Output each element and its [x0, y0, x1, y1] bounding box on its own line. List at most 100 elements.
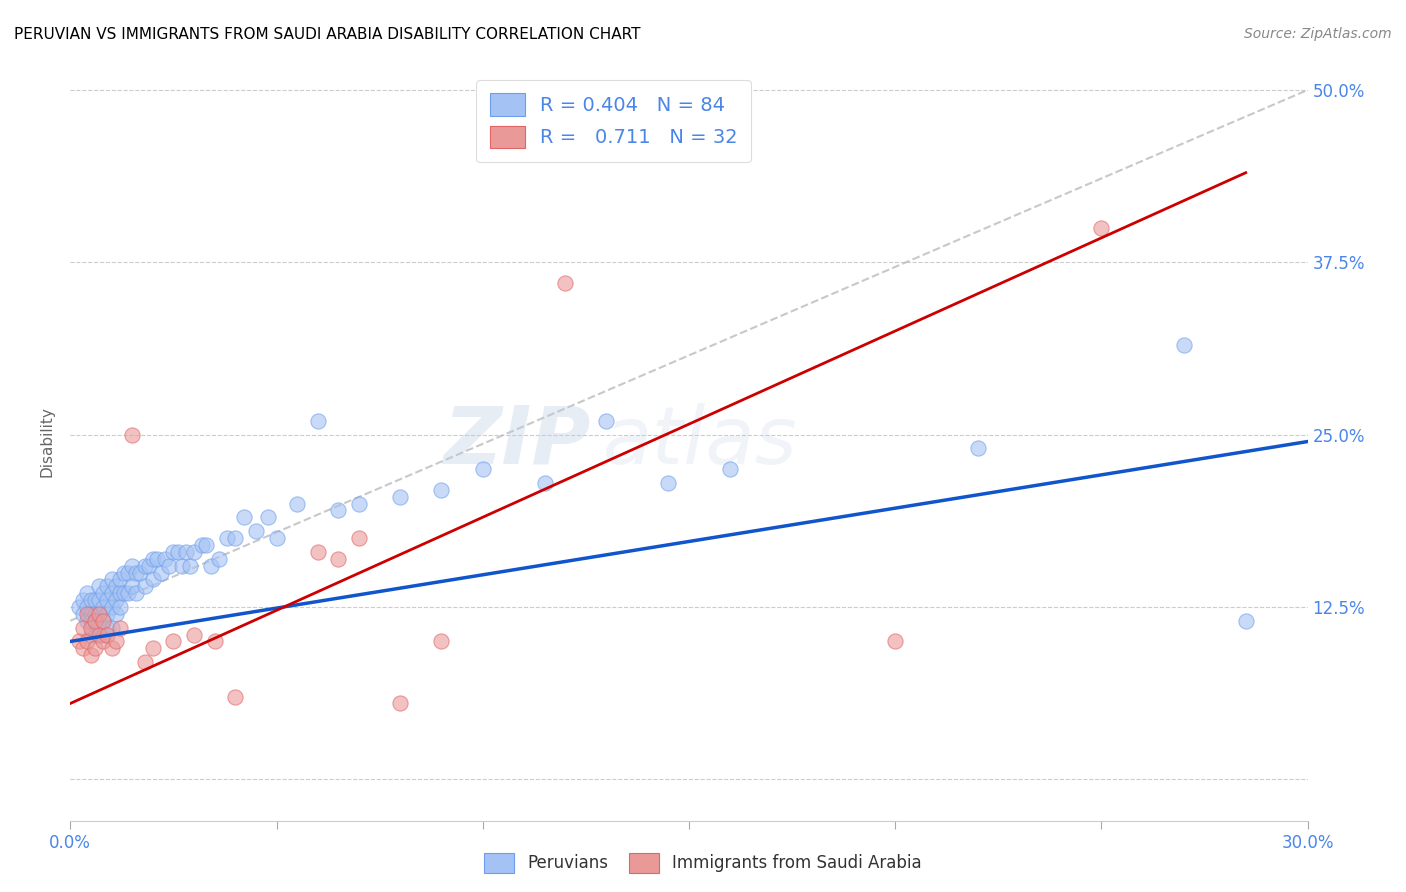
Text: Source: ZipAtlas.com: Source: ZipAtlas.com — [1244, 27, 1392, 41]
Point — [232, 510, 254, 524]
Point — [104, 607, 127, 621]
Point — [174, 545, 197, 559]
Point — [100, 586, 122, 600]
Point — [89, 621, 111, 635]
Point — [89, 579, 111, 593]
Point — [84, 593, 107, 607]
Point — [146, 551, 169, 566]
Point — [285, 497, 308, 511]
Point — [595, 414, 617, 428]
Point — [245, 524, 267, 538]
Point — [150, 566, 173, 580]
Point — [91, 599, 114, 614]
Point — [966, 442, 988, 456]
Point — [91, 586, 114, 600]
Point — [718, 462, 741, 476]
Point — [430, 634, 453, 648]
Point — [96, 627, 118, 641]
Point — [108, 599, 131, 614]
Point — [104, 634, 127, 648]
Point — [200, 558, 222, 573]
Point — [389, 697, 412, 711]
Point — [1234, 614, 1257, 628]
Point — [554, 276, 576, 290]
Point — [72, 593, 94, 607]
Y-axis label: Disability: Disability — [39, 406, 55, 477]
Point — [72, 607, 94, 621]
Point — [76, 634, 98, 648]
Point — [266, 531, 288, 545]
Point — [1173, 338, 1195, 352]
Point — [142, 641, 165, 656]
Legend: Peruvians, Immigrants from Saudi Arabia: Peruvians, Immigrants from Saudi Arabia — [478, 847, 928, 880]
Point — [307, 414, 329, 428]
Point — [125, 586, 148, 600]
Point — [183, 627, 205, 641]
Point — [121, 558, 143, 573]
Point — [84, 607, 107, 621]
Point — [657, 475, 679, 490]
Point — [533, 475, 555, 490]
Point — [117, 566, 139, 580]
Point — [142, 551, 165, 566]
Point — [224, 531, 246, 545]
Text: PERUVIAN VS IMMIGRANTS FROM SAUDI ARABIA DISABILITY CORRELATION CHART: PERUVIAN VS IMMIGRANTS FROM SAUDI ARABIA… — [14, 27, 641, 42]
Point — [204, 634, 226, 648]
Point — [224, 690, 246, 704]
Point — [100, 641, 122, 656]
Point — [134, 579, 156, 593]
Point — [100, 573, 122, 587]
Point — [89, 607, 111, 621]
Point — [170, 558, 193, 573]
Point — [117, 586, 139, 600]
Point — [84, 627, 107, 641]
Point — [153, 551, 176, 566]
Point — [108, 621, 131, 635]
Point — [208, 551, 231, 566]
Point — [215, 531, 238, 545]
Point — [80, 648, 103, 663]
Point — [112, 566, 135, 580]
Point — [76, 586, 98, 600]
Point — [76, 607, 98, 621]
Point — [142, 573, 165, 587]
Point — [884, 634, 907, 648]
Point — [80, 621, 103, 635]
Point — [96, 621, 118, 635]
Point — [89, 627, 111, 641]
Point — [84, 641, 107, 656]
Point — [134, 655, 156, 669]
Point — [67, 634, 90, 648]
Point — [195, 538, 218, 552]
Point — [80, 593, 103, 607]
Point — [104, 579, 127, 593]
Point — [471, 462, 494, 476]
Point — [347, 497, 370, 511]
Point — [179, 558, 201, 573]
Point — [191, 538, 214, 552]
Point — [1090, 220, 1112, 235]
Point — [76, 599, 98, 614]
Point — [257, 510, 280, 524]
Point — [96, 593, 118, 607]
Point — [72, 621, 94, 635]
Point — [108, 586, 131, 600]
Point — [157, 558, 180, 573]
Point — [89, 607, 111, 621]
Legend: R = 0.404   N = 84, R =   0.711   N = 32: R = 0.404 N = 84, R = 0.711 N = 32 — [477, 79, 751, 161]
Point — [129, 566, 152, 580]
Point — [91, 634, 114, 648]
Point — [347, 531, 370, 545]
Point — [162, 545, 184, 559]
Point — [125, 566, 148, 580]
Point — [121, 579, 143, 593]
Point — [80, 627, 103, 641]
Point — [138, 558, 160, 573]
Point — [100, 621, 122, 635]
Point — [67, 599, 90, 614]
Point — [183, 545, 205, 559]
Point — [430, 483, 453, 497]
Point — [80, 607, 103, 621]
Point — [134, 558, 156, 573]
Text: atlas: atlas — [602, 402, 797, 481]
